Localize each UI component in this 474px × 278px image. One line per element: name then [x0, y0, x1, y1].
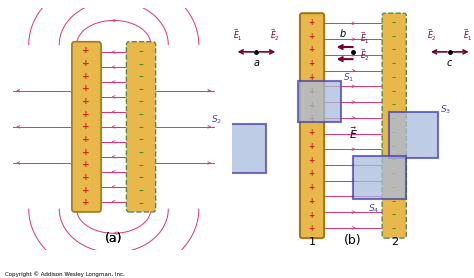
FancyBboxPatch shape [382, 13, 406, 238]
Text: +: + [82, 160, 90, 169]
Text: –: – [138, 135, 143, 145]
Text: 2: 2 [391, 237, 398, 247]
Text: –: – [392, 73, 396, 82]
Text: –: – [392, 87, 396, 96]
Text: +: + [309, 128, 315, 137]
Text: –: – [138, 71, 143, 81]
Text: +: + [309, 87, 315, 96]
Text: +: + [309, 73, 315, 82]
Text: $S_3$: $S_3$ [440, 103, 451, 116]
Text: +: + [82, 85, 90, 93]
FancyBboxPatch shape [300, 13, 324, 238]
Text: +: + [309, 46, 315, 54]
Text: +: + [309, 142, 315, 151]
Text: $\vec{E}_2$: $\vec{E}_2$ [360, 47, 370, 63]
Text: +: + [309, 169, 315, 178]
Text: +: + [309, 224, 315, 233]
Text: +: + [309, 32, 315, 41]
Text: –: – [392, 101, 396, 110]
FancyBboxPatch shape [127, 42, 155, 212]
Text: –: – [392, 128, 396, 137]
Text: $\vec{E}_2$: $\vec{E}_2$ [270, 28, 280, 43]
Text: +: + [82, 59, 90, 68]
Text: –: – [138, 172, 143, 182]
Text: +: + [309, 210, 315, 220]
Text: $S_1$: $S_1$ [344, 72, 355, 85]
Text: –: – [392, 183, 396, 192]
Text: –: – [392, 18, 396, 27]
Text: $\vec{E}_1$: $\vec{E}_1$ [233, 28, 243, 43]
Text: –: – [138, 198, 143, 208]
Text: –: – [138, 109, 143, 119]
Text: –: – [392, 59, 396, 68]
Text: –: – [392, 142, 396, 151]
Bar [298, 81, 341, 122]
Text: +: + [82, 110, 90, 119]
Text: –: – [392, 210, 396, 220]
Text: –: – [138, 185, 143, 195]
Text: $\vec{E}_1$: $\vec{E}_1$ [360, 30, 370, 46]
Text: –: – [138, 96, 143, 106]
Text: $S_4$: $S_4$ [368, 202, 379, 215]
Text: –: – [138, 122, 143, 132]
Text: +: + [309, 183, 315, 192]
Bar [389, 112, 438, 158]
Bar [213, 125, 266, 173]
Text: –: – [138, 84, 143, 94]
Text: +: + [309, 59, 315, 68]
Text: +: + [309, 18, 315, 27]
Text: $S_2$: $S_2$ [210, 113, 222, 125]
Text: +: + [82, 122, 90, 131]
Text: (b): (b) [344, 234, 362, 247]
Text: –: – [392, 114, 396, 123]
Text: –: – [138, 147, 143, 157]
Text: $\vec{E}_1$: $\vec{E}_1$ [463, 28, 473, 43]
Text: –: – [392, 197, 396, 206]
Text: +: + [309, 197, 315, 206]
Bar [353, 156, 406, 199]
Text: –: – [138, 46, 143, 56]
Text: +: + [82, 198, 90, 207]
Text: $c$: $c$ [446, 58, 454, 68]
Text: $\vec{E}$: $\vec{E}$ [348, 125, 358, 141]
Text: +: + [82, 135, 90, 144]
Text: –: – [392, 155, 396, 165]
Text: –: – [392, 32, 396, 41]
Text: +: + [82, 148, 90, 157]
Text: Copyright © Addison Wesley Longman, Inc.: Copyright © Addison Wesley Longman, Inc. [5, 272, 125, 277]
Text: +: + [82, 97, 90, 106]
Text: (a): (a) [105, 232, 122, 245]
Text: $b$: $b$ [338, 27, 346, 39]
Text: +: + [82, 186, 90, 195]
Text: –: – [392, 46, 396, 54]
Text: –: – [392, 224, 396, 233]
Text: +: + [82, 46, 90, 55]
FancyBboxPatch shape [72, 42, 101, 212]
Text: –: – [138, 59, 143, 69]
Text: +: + [309, 101, 315, 110]
Text: –: – [138, 160, 143, 170]
Text: +: + [309, 114, 315, 123]
Text: 1: 1 [309, 237, 316, 247]
Text: +: + [309, 155, 315, 165]
Text: Copyright © Addison Wesley Longman, Inc.: Copyright © Addison Wesley Longman, Inc. [5, 271, 125, 277]
Text: (a): (a) [105, 232, 122, 245]
Text: $a$: $a$ [253, 58, 260, 68]
Text: –: – [392, 169, 396, 178]
Text: $\vec{E}_2$: $\vec{E}_2$ [427, 28, 437, 43]
Text: +: + [82, 72, 90, 81]
Text: +: + [82, 173, 90, 182]
